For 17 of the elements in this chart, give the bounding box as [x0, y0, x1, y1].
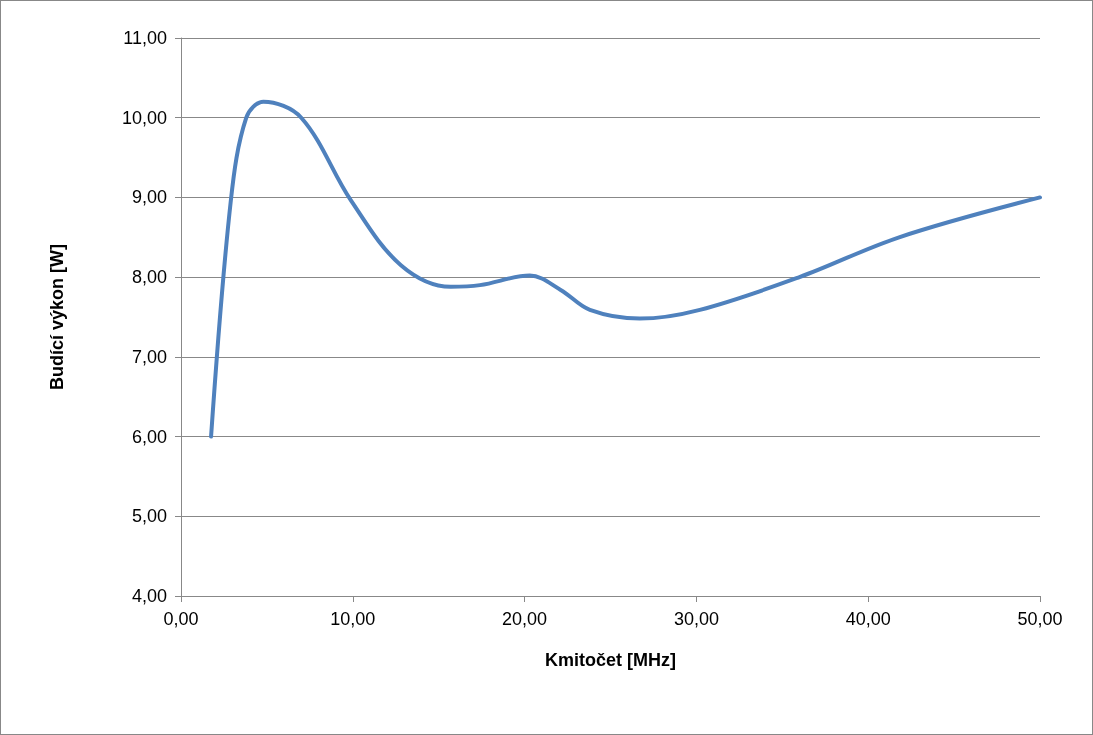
- x-tick-label: 30,00: [673, 609, 719, 629]
- x-tick-label: 40,00: [845, 609, 891, 629]
- x-tick-label: 0,00: [163, 609, 199, 629]
- y-tick-label: 9,00: [131, 187, 167, 208]
- y-tick-label: 10,00: [121, 107, 167, 128]
- y-tick-label: 4,00: [131, 586, 167, 606]
- y-tick-label: 6,00: [131, 426, 167, 447]
- x-tick-label: 10,00: [330, 609, 376, 629]
- y-tick-label: 11,00: [123, 28, 167, 48]
- y-tick-label: 7,00: [131, 346, 167, 367]
- y-axis-title: Budící výkon [W]: [47, 243, 67, 391]
- x-axis-title: Kmitočet [MHz]: [545, 650, 676, 670]
- line-series: [209, 99, 1042, 439]
- x-tick-label: 20,00: [502, 609, 548, 629]
- y-tick-label: 8,00: [131, 267, 167, 288]
- x-tick-label: 50,00: [1017, 609, 1063, 629]
- y-tick-label: 5,00: [131, 506, 167, 527]
